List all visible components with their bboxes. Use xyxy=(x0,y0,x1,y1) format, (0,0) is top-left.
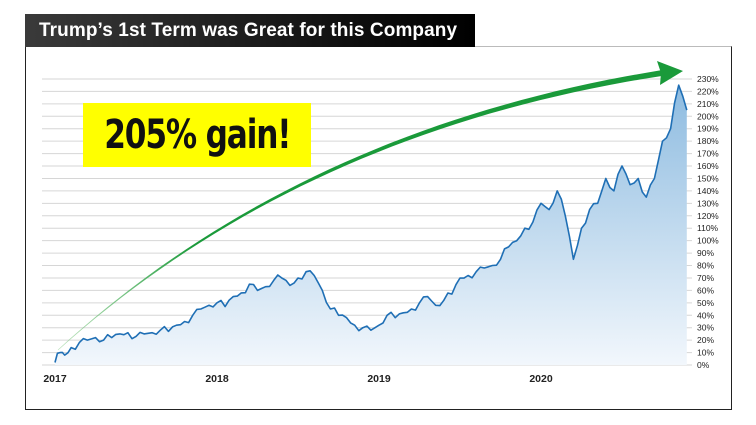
y-tick-label: 30% xyxy=(697,323,714,333)
y-tick-label: 70% xyxy=(697,273,714,283)
y-tick-label: 210% xyxy=(697,99,719,109)
y-tick-label: 120% xyxy=(697,211,719,221)
x-axis: 2017 2018 2019 2020 xyxy=(43,373,553,385)
y-tick-label: 100% xyxy=(697,236,719,246)
y-tick-label: 110% xyxy=(697,223,719,233)
y-tick-label: 90% xyxy=(697,248,714,258)
y-tick-label: 10% xyxy=(697,348,714,358)
y-tick-label: 150% xyxy=(697,173,719,183)
y-tick-label: 20% xyxy=(697,335,714,345)
chart-title: Trump’s 1st Term was Great for this Comp… xyxy=(39,19,458,41)
x-tick-label: 2018 xyxy=(205,373,229,385)
area-fill xyxy=(55,85,687,365)
gain-badge: 205% gain! xyxy=(83,103,311,167)
y-tick-label: 220% xyxy=(697,86,719,96)
y-tick-label: 60% xyxy=(697,285,714,295)
arrow-head-icon xyxy=(657,61,683,85)
y-tick-label: 130% xyxy=(697,198,719,208)
x-tick-label: 2019 xyxy=(367,373,391,385)
y-tick-label: 190% xyxy=(697,124,719,134)
price-line xyxy=(54,84,688,363)
y-axis: 0% 10% 20% 30% 40% 50% 60% 70% 80% 90% 100% 110% 120… xyxy=(697,74,719,370)
y-tick-label: 50% xyxy=(697,298,714,308)
y-tick-label: 160% xyxy=(697,161,719,171)
y-tick-label: 200% xyxy=(697,111,719,121)
gain-badge-text: 205% gain! xyxy=(103,112,291,158)
y-tick-label: 170% xyxy=(697,149,719,159)
y-tick-label: 140% xyxy=(697,186,719,196)
x-tick-label: 2017 xyxy=(43,373,67,385)
y-tick-label: 0% xyxy=(697,360,710,370)
y-tick-label: 40% xyxy=(697,310,714,320)
y-tick-label: 80% xyxy=(697,261,714,271)
y-tick-label: 230% xyxy=(697,74,719,84)
title-bar: Trump’s 1st Term was Great for this Comp… xyxy=(25,14,475,47)
y-tick-label: 180% xyxy=(697,136,719,146)
x-tick-label: 2020 xyxy=(529,373,553,385)
